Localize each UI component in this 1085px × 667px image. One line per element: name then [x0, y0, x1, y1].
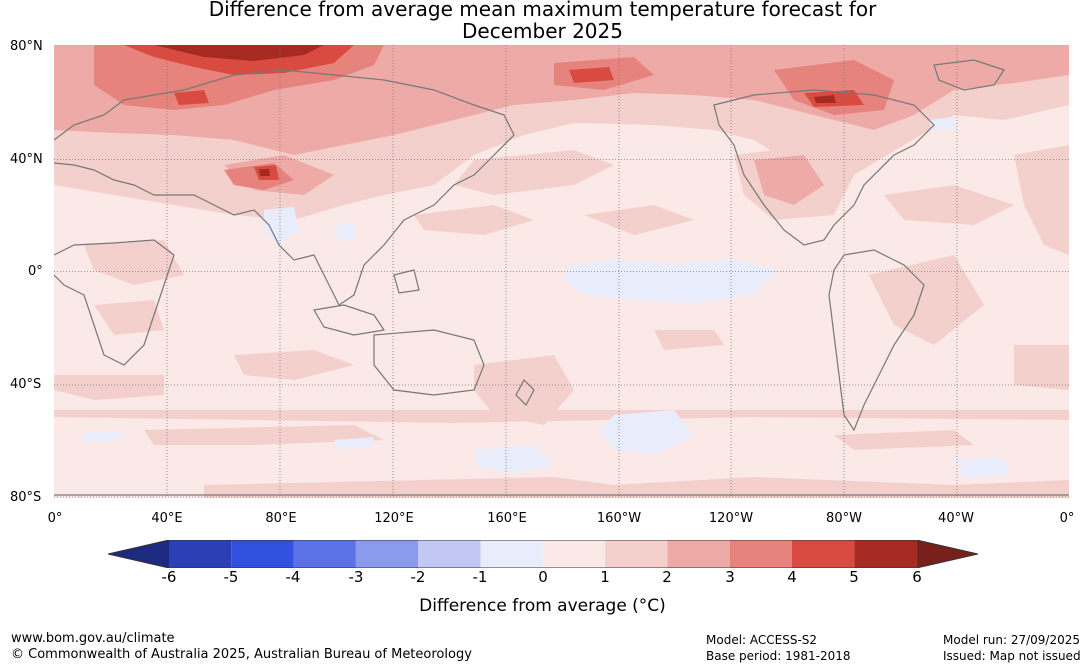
colorbar-segment-2-to-3: [667, 540, 730, 568]
anomaly-map-graphic: [54, 45, 1069, 498]
lon-label-40e: 40°E: [151, 511, 183, 526]
lon-label-120e: 120°E: [374, 511, 414, 526]
colorbar-tick: -2: [410, 568, 426, 586]
colorbar-tick: -4: [285, 568, 301, 586]
colorbar-segment-below-minus6: [108, 540, 169, 568]
colorbar-tick: 4: [787, 568, 797, 586]
colorbar-label: Difference from average (°C): [419, 596, 666, 616]
lon-label-0-right: 0°: [1059, 511, 1075, 526]
graticule: [54, 45, 1069, 498]
base-period: Base period: 1981-2018: [706, 649, 851, 663]
colorbar-segment-minus6-to-minus5: [169, 540, 232, 568]
colorbar-segment-4-to-5: [792, 540, 855, 568]
lat-label-80n: 80°N: [10, 39, 43, 54]
colorbar-segment-0-to-1: [542, 540, 606, 568]
model-name: Model: ACCESS-S2: [706, 633, 818, 647]
lat-label-40n: 40°N: [10, 152, 43, 167]
colorbar-segment-minus2-to-minus1: [418, 540, 481, 568]
colorbar-segment-minus5-to-minus4: [231, 540, 294, 568]
lon-label-0-left: 0°: [47, 511, 63, 526]
lon-label-120w: 120°W: [708, 511, 754, 526]
copyright-notice: © Commonwealth of Australia 2025, Austra…: [11, 647, 472, 662]
lon-label-80e: 80°E: [265, 511, 297, 526]
colorbar-tick: 6: [912, 568, 922, 586]
website-link[interactable]: www.bom.gov.au/climate: [11, 631, 175, 646]
colorbar-tick: 3: [725, 568, 735, 586]
map-title-line-1: Difference from average mean maximum tem…: [208, 0, 877, 21]
lon-label-40w: 40°W: [938, 511, 974, 526]
colorbar-tick: 2: [662, 568, 672, 586]
colorbar: [108, 540, 978, 568]
lon-label-80w: 80°W: [826, 511, 862, 526]
colorbar-segment-5-to-6: [854, 540, 917, 568]
colorbar-tick: -6: [161, 568, 177, 586]
colorbar-segment-minus1-to-0: [480, 540, 543, 568]
anomaly-zone-5-to-6: [154, 45, 836, 176]
colorbar-tick: -5: [223, 568, 239, 586]
lon-label-160w: 160°W: [596, 511, 642, 526]
colorbar-tick: 5: [849, 568, 859, 586]
colorbar-tick: 1: [600, 568, 610, 586]
colorbar-tick: -3: [348, 568, 364, 586]
colorbar-segment-minus4-to-minus3: [293, 540, 356, 568]
forecast-map: [54, 45, 1069, 498]
lat-label-40s: 40°S: [10, 377, 42, 392]
map-title-line-2: December 2025: [462, 19, 623, 43]
issued-status: Issued: Map not issued: [943, 649, 1081, 663]
colorbar-tick: 0: [538, 568, 548, 586]
model-run-date: Model run: 27/09/2025: [943, 633, 1081, 647]
colorbar-segment-3-to-4: [729, 540, 792, 568]
lat-label-equator: 0°: [28, 264, 43, 279]
coastlines: [54, 59, 1069, 496]
colorbar-segment-above-6: [916, 540, 978, 568]
lat-label-80s: 80°S: [10, 490, 42, 505]
lon-label-160e: 160°E: [487, 511, 527, 526]
colorbar-segment-minus3-to-minus2: [355, 540, 419, 568]
colorbar-tick: -1: [472, 568, 488, 586]
anomaly-zone-minus1-to-0: [82, 117, 1009, 478]
colorbar-segment-1-to-2: [605, 540, 668, 568]
